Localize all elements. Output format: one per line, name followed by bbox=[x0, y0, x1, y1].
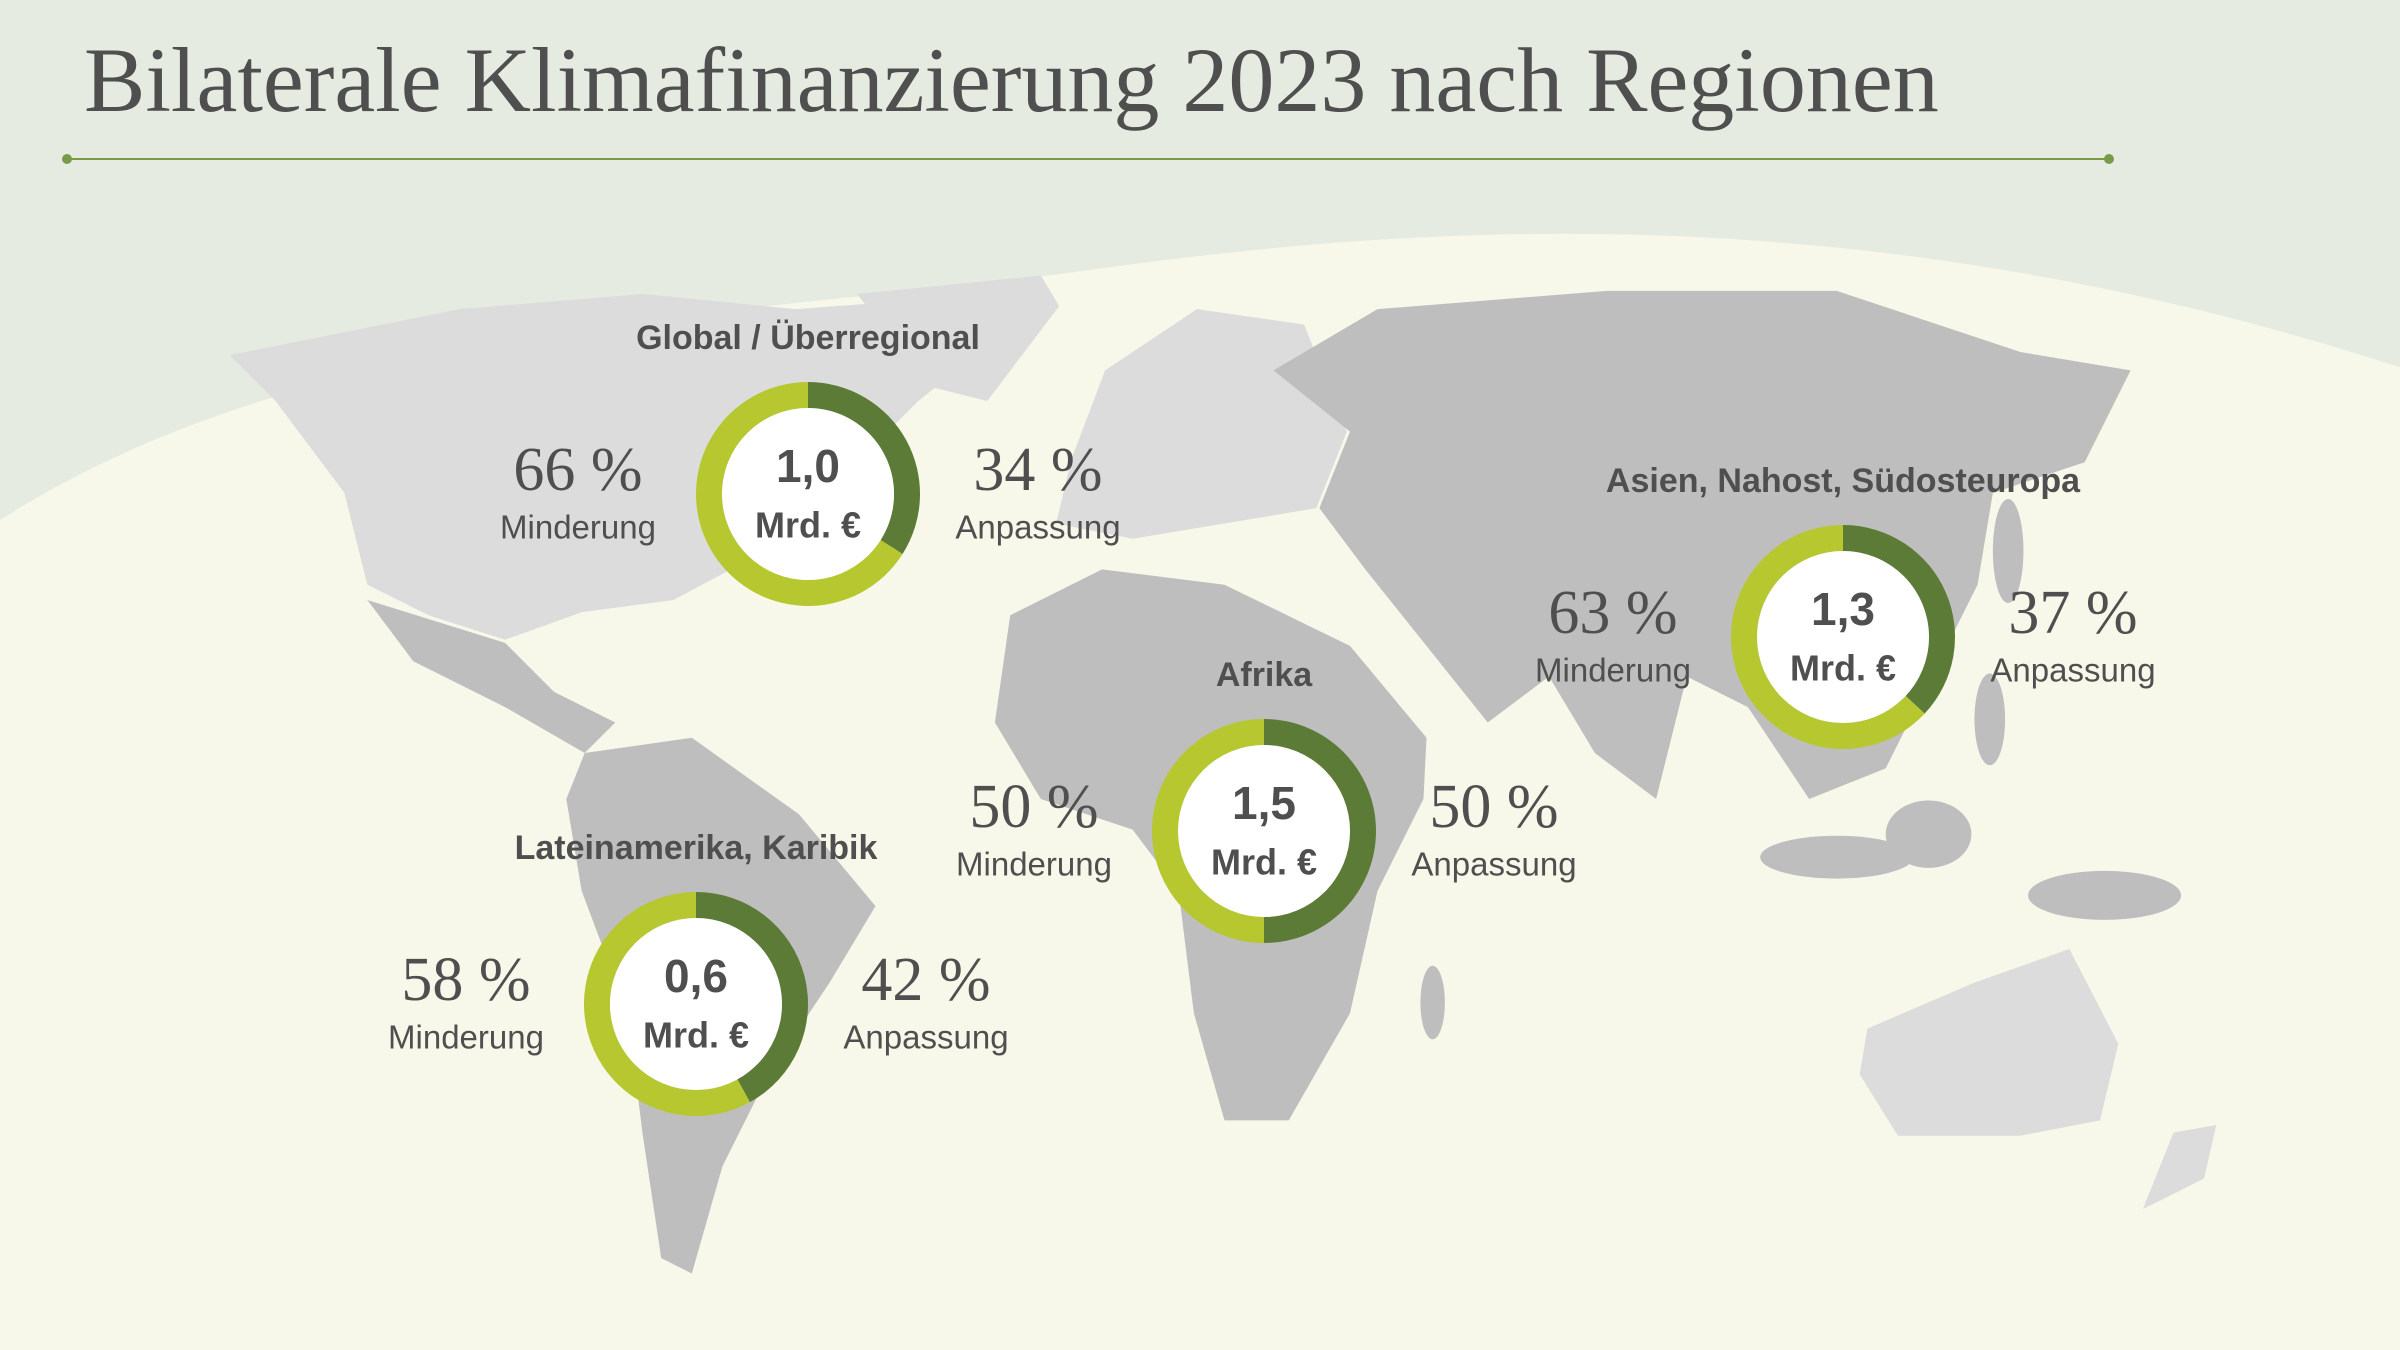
category-label: Anpassung bbox=[955, 509, 1120, 546]
donut-slice bbox=[1152, 719, 1264, 943]
category-label: Minderung bbox=[388, 1019, 544, 1056]
donut-slice bbox=[696, 892, 809, 1103]
region-title: Afrika bbox=[1216, 656, 1313, 694]
percent-label: 34 % bbox=[973, 436, 1102, 504]
region-title: Lateinamerika, Karibik bbox=[515, 829, 878, 867]
donut-hole bbox=[1178, 745, 1350, 917]
percent-label: 63 % bbox=[1548, 579, 1677, 647]
donut-slice bbox=[1731, 525, 1925, 749]
category-label: Anpassung bbox=[1990, 652, 2155, 689]
center-value: 1,0 bbox=[776, 440, 840, 492]
rule-dot bbox=[2104, 154, 2114, 164]
rule-dot bbox=[62, 154, 72, 164]
donut-hole bbox=[722, 408, 894, 580]
region-title: Asien, Nahost, Südosteuropa bbox=[1606, 462, 2081, 500]
donut-hole bbox=[610, 918, 782, 1090]
percent-label: 50 % bbox=[1429, 773, 1558, 841]
category-label: Minderung bbox=[1535, 652, 1691, 689]
donut-slice bbox=[584, 892, 750, 1116]
center-unit: Mrd. € bbox=[643, 1015, 749, 1056]
donut-hole bbox=[1757, 551, 1929, 723]
category-label: Minderung bbox=[500, 509, 656, 546]
percent-label: 66 % bbox=[513, 436, 642, 504]
donut-slice bbox=[1264, 719, 1376, 943]
center-value: 0,6 bbox=[664, 950, 728, 1002]
center-value: 1,5 bbox=[1232, 777, 1296, 829]
center-unit: Mrd. € bbox=[755, 505, 861, 546]
category-label: Anpassung bbox=[1411, 846, 1576, 883]
category-label: Minderung bbox=[956, 846, 1112, 883]
light-continents bbox=[229, 275, 2217, 1210]
donut-slice bbox=[808, 382, 920, 555]
percent-label: 50 % bbox=[969, 773, 1098, 841]
center-value: 1,3 bbox=[1811, 583, 1875, 635]
donut-slice bbox=[1843, 525, 1956, 714]
percent-label: 42 % bbox=[861, 946, 990, 1014]
page-title: Bilaterale Klimafinanzierung 2023 nach R… bbox=[84, 29, 1939, 131]
center-unit: Mrd. € bbox=[1211, 842, 1317, 883]
category-label: Anpassung bbox=[843, 1019, 1008, 1056]
region-title: Global / Überregional bbox=[636, 319, 980, 357]
center-unit: Mrd. € bbox=[1790, 648, 1896, 689]
percent-label: 37 % bbox=[2008, 579, 2137, 647]
percent-label: 58 % bbox=[401, 946, 530, 1014]
